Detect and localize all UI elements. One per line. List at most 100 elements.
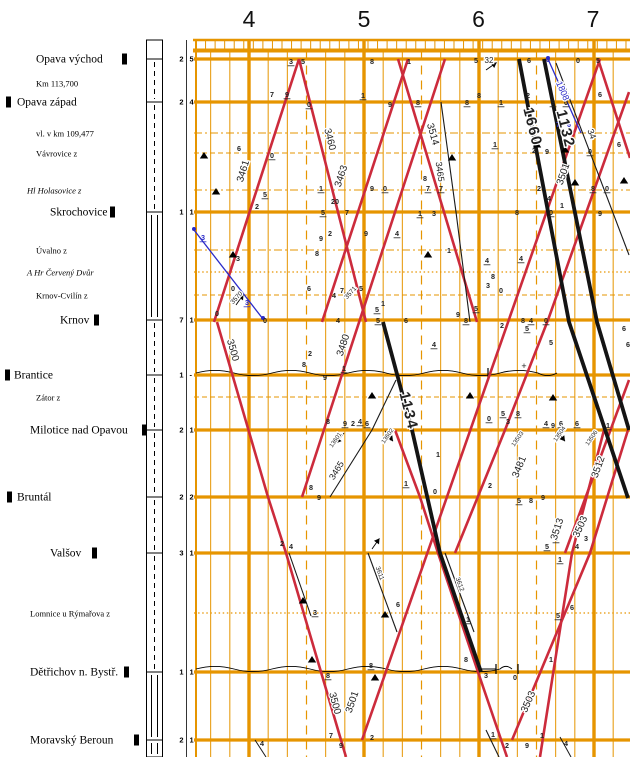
request-stop-triangle <box>447 154 457 161</box>
minute-label: 2 <box>351 419 355 428</box>
minute-label: 8 <box>529 496 533 505</box>
minute-label: 6 <box>622 324 626 333</box>
minute-label: 4 <box>575 542 579 551</box>
train-line-3465 <box>329 379 397 498</box>
minute-label: 6 <box>404 316 408 325</box>
train-number-label: 3514 <box>424 122 441 147</box>
train-line <box>393 429 509 757</box>
track-count-right: 1 <box>190 316 194 325</box>
train-number-label: 3460 <box>321 127 337 152</box>
minute-label: 5 <box>376 316 380 325</box>
station-label: vl. v km 109,477 <box>36 129 94 139</box>
station-label: A Hr Červený Dvůr <box>26 268 94 278</box>
aux-train-label: 32 <box>485 56 494 65</box>
minute-label: 1 <box>606 421 610 430</box>
minute-label: 8 <box>515 208 519 217</box>
train-line-3612 <box>444 552 475 633</box>
minute-label: 5 <box>549 338 553 347</box>
minute-label: 0 <box>270 151 274 160</box>
minute-label: 0 <box>383 184 387 193</box>
minute-label: 3 <box>506 417 510 426</box>
minute-label: 3 <box>289 57 293 66</box>
minute-label: 2 <box>280 539 284 548</box>
train-line <box>288 552 312 617</box>
minute-label: 0 <box>433 487 437 496</box>
shunt-arrow-head <box>335 437 342 444</box>
minute-label: 4 <box>529 316 533 325</box>
train-line-3461 <box>212 58 301 323</box>
station-label: Brantice <box>14 370 53 382</box>
track-count-left: 2 <box>179 55 183 64</box>
minute-label: 8 <box>369 661 373 670</box>
shunt-arrow-head <box>237 294 244 301</box>
station-label: Milotice nad Opavou <box>30 425 128 437</box>
train-line-1134 <box>381 321 483 673</box>
minute-label: 9 <box>525 741 529 750</box>
train-line-3460 <box>297 58 368 323</box>
station-label: Lomnice u Rýmařova z <box>30 609 110 619</box>
minute-label: 9 <box>364 229 368 238</box>
stop-dot <box>261 316 265 320</box>
request-stop-triangle <box>211 188 221 195</box>
minute-label: 4 <box>485 256 489 265</box>
minute-label: 8 <box>551 98 555 107</box>
minute-label: 6 <box>307 284 311 293</box>
minute-label: 1 <box>549 655 553 664</box>
minute-label: 8 <box>591 184 595 193</box>
minute-label: 8 <box>309 483 313 492</box>
minute-label: 2 <box>532 146 536 155</box>
train-number-label: 3481 <box>510 454 529 479</box>
minute-label: 2 <box>537 184 541 193</box>
train-line-1808 <box>547 58 582 134</box>
track-count-right: 1 <box>190 549 194 558</box>
minute-label: 8 <box>521 316 525 325</box>
track-count-left: 1 <box>179 668 183 677</box>
station-marker <box>92 547 97 559</box>
station-label: Vávrovice z <box>36 149 78 159</box>
minute-label: 9 <box>598 209 602 218</box>
minute-label: 2 <box>526 91 530 100</box>
request-stop-triangle <box>560 146 570 153</box>
train-line-1132 <box>542 58 630 431</box>
train-line-3513 <box>538 429 606 757</box>
minute-label: 3 <box>484 671 488 680</box>
train-line <box>485 729 500 757</box>
minute-label: 6 <box>237 144 241 153</box>
minute-label: 9 <box>323 373 327 382</box>
station-marker <box>124 666 129 678</box>
minute-label: 9 <box>551 421 555 430</box>
shunt-arrow-head <box>387 435 394 442</box>
train-line-3480 <box>300 58 447 498</box>
minute-label: 5 <box>501 409 505 418</box>
minute-label: 6 <box>396 600 400 609</box>
station-label: Krnov-Cvilín z <box>36 291 88 301</box>
minute-label: 1 <box>361 91 365 100</box>
minute-label: 6 <box>598 90 602 99</box>
minute-label: 8 <box>465 98 469 107</box>
station-label: Dětřichov n. Bystř. <box>30 667 118 679</box>
station-label: Úvalno z <box>36 246 67 256</box>
minute-label: 8 <box>326 417 330 426</box>
train-number-label: 3465 <box>327 459 346 481</box>
train-number-label: 34 <box>585 127 598 140</box>
minute-label: 3 <box>554 534 558 543</box>
minute-label: 0 <box>231 284 235 293</box>
minute-label: 9 <box>285 90 289 99</box>
stop-dot <box>546 56 550 60</box>
minute-label: 4 <box>332 291 336 300</box>
train-stub-line <box>254 739 267 757</box>
minute-label: 7 <box>426 184 430 193</box>
station-label: Opava západ <box>17 97 77 109</box>
shunt-arrow-head <box>513 437 520 444</box>
minute-label: 9 <box>545 147 549 156</box>
minute-label: 0 <box>487 414 491 423</box>
track-count-right: 1 <box>190 668 194 677</box>
minute-label: 9 <box>317 493 321 502</box>
minute-label: 4 <box>564 739 568 748</box>
minute-label: 0 <box>307 100 311 109</box>
minute-label: 3 <box>486 281 490 290</box>
train-stub-line <box>559 736 572 757</box>
minute-label: 8 <box>315 249 319 258</box>
minute-label: 9 <box>388 100 392 109</box>
